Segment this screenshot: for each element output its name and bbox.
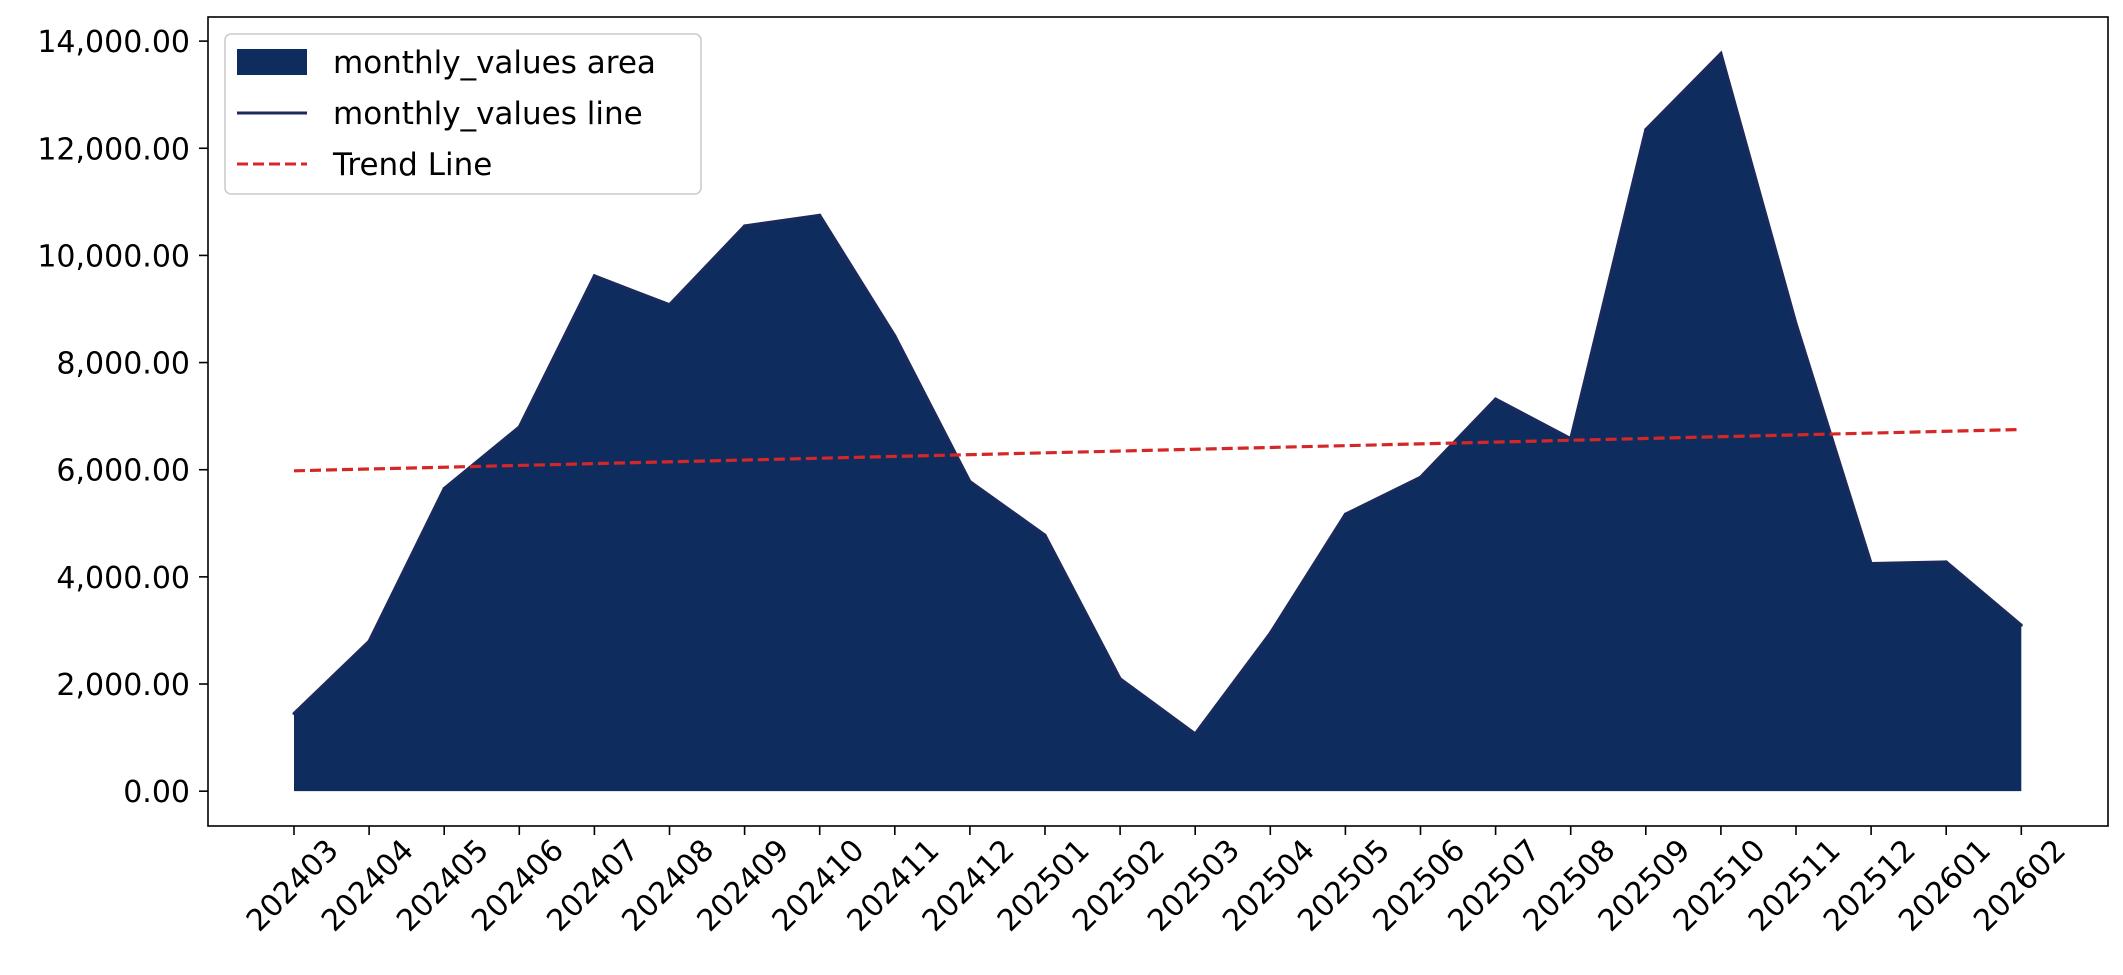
legend-area-swatch [237, 49, 307, 75]
data-point [1569, 437, 1573, 441]
data-point [1043, 533, 1047, 537]
y-tick-label: 8,000.00 [56, 347, 190, 382]
series-line [292, 50, 2023, 736]
data-point [968, 480, 972, 483]
legend-label-trend: Trend Line [332, 147, 492, 183]
y-tick-label: 10,000.00 [37, 239, 190, 274]
legend: monthly_values area monthly_values line … [224, 33, 702, 195]
plot-frame [207, 16, 2109, 827]
plot-area [292, 50, 2023, 792]
data-point [1644, 128, 1648, 131]
data-point [292, 712, 296, 715]
data-point [517, 425, 521, 429]
y-axis: 0.00 2,000.00 4,000.00 6,000.00 8,000.00 10,0… [37, 25, 208, 810]
legend-frame [224, 33, 702, 195]
data-point [1193, 732, 1197, 736]
data-point [367, 639, 371, 643]
y-tick-label: 14,000.00 [37, 25, 190, 60]
data-point [1419, 475, 1422, 479]
data-point [2019, 623, 2023, 627]
data-point [1869, 562, 1873, 565]
y-tick-label: 6,000.00 [56, 454, 190, 489]
data-point [1794, 322, 1798, 325]
data-point [743, 224, 747, 228]
data-point [893, 334, 897, 338]
legend-label-area: monthly_values area [333, 45, 656, 81]
data-point [668, 303, 671, 307]
data-point [1944, 560, 1948, 564]
data-point [818, 213, 822, 217]
y-tick-label: 2,000.00 [56, 668, 190, 703]
data-point [1268, 631, 1272, 635]
y-tick-label: 4,000.00 [56, 561, 190, 596]
data-point [1343, 512, 1347, 516]
data-point [592, 274, 596, 278]
legend-label-line: monthly_values line [333, 96, 643, 132]
data-point [1118, 677, 1122, 681]
data-point [1494, 397, 1498, 401]
data-point [442, 487, 446, 490]
series-area [294, 53, 2022, 792]
data-point [1719, 51, 1723, 55]
y-tick-label: 12,000.00 [37, 132, 190, 167]
y-tick-label: 0.00 [123, 775, 190, 810]
